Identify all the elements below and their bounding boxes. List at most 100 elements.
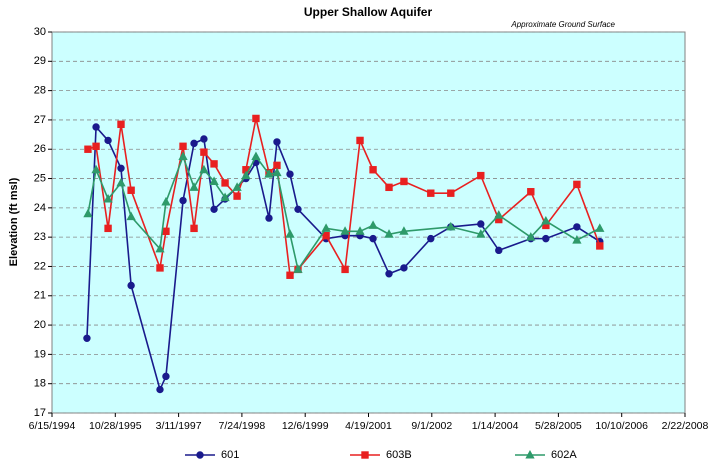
marker [155,243,165,253]
marker [210,160,218,168]
x-tick-label: 7/24/1998 [219,420,266,432]
marker [116,177,126,187]
y-tick-label: 24 [34,202,46,214]
marker [572,235,582,244]
marker [241,170,251,180]
y-tick-label: 20 [34,319,46,331]
marker [91,164,101,174]
y-tick-label: 19 [34,348,46,360]
x-tick-label: 2/22/2008 [662,420,709,432]
marker [103,194,113,203]
marker [369,234,377,243]
y-tick-label: 18 [34,378,46,390]
annotation: Approximate Ground Surface [510,20,615,29]
marker [356,136,364,145]
marker [542,234,550,243]
marker [264,169,274,178]
marker [527,188,535,196]
marker [369,166,377,174]
marker [476,229,486,238]
x-tick-label: 12/6/1999 [282,420,329,432]
marker [83,208,93,218]
marker [341,265,349,274]
y-tick-label: 21 [34,290,46,302]
marker [252,114,260,123]
marker [427,234,435,243]
marker [232,182,242,191]
marker [220,192,230,202]
marker [541,215,551,225]
marker [355,226,365,235]
marker [494,210,504,219]
marker [178,151,188,161]
marker [286,271,294,279]
plot-area [51,31,686,414]
x-tick-label: 6/15/1994 [29,420,76,432]
marker [161,196,171,206]
marker [127,186,135,194]
marker [117,164,125,172]
x-tick-label: 10/10/2006 [595,420,648,432]
marker [368,220,378,229]
marker [477,220,485,228]
marker [322,231,330,240]
marker [156,264,164,272]
marker [273,138,281,146]
marker [399,226,409,235]
marker [117,120,125,129]
marker [385,183,393,192]
marker [156,385,164,394]
legend-label: 602A [551,449,577,461]
marker [179,142,187,151]
marker [293,264,303,273]
marker [361,451,369,459]
marker [446,221,456,231]
y-tick-label: 27 [34,114,46,126]
marker [179,196,187,205]
marker [92,142,100,151]
marker [251,151,261,161]
x-tick-label: 5/28/2005 [535,420,582,432]
marker [321,223,331,232]
marker [285,229,295,238]
marker [210,205,218,214]
marker [596,242,604,250]
marker [427,189,435,197]
y-tick-label: 29 [34,55,46,67]
marker [340,226,350,235]
marker [573,180,581,189]
marker [385,270,393,278]
y-tick-label: 25 [34,172,46,184]
marker [384,229,394,238]
marker [196,451,204,459]
marker [200,135,208,143]
legend-label: 603B [386,449,412,461]
series-line [87,154,601,272]
marker [162,372,170,381]
marker [233,192,241,200]
marker [273,161,281,170]
x-tick-label: 9/1/2002 [411,420,452,432]
marker [221,179,229,187]
marker [104,224,112,233]
marker [495,246,503,255]
y-tick-label: 22 [34,260,46,272]
y-tick-label: 23 [34,231,46,243]
x-tick-label: 3/11/1997 [156,420,202,432]
x-tick-label: 1/14/2004 [472,420,519,432]
marker [200,148,208,156]
y-tick-label: 17 [34,407,46,419]
marker [162,227,170,235]
chart-title: Upper Shallow Aquifer [304,5,433,19]
marker [265,214,273,222]
y-tick-label: 26 [34,143,46,155]
marker [400,264,408,272]
marker [573,223,581,231]
marker [272,167,282,177]
x-tick-label: 4/19/2001 [345,420,392,432]
marker [525,449,535,459]
marker [477,171,485,180]
marker [526,232,536,241]
marker [190,139,198,148]
